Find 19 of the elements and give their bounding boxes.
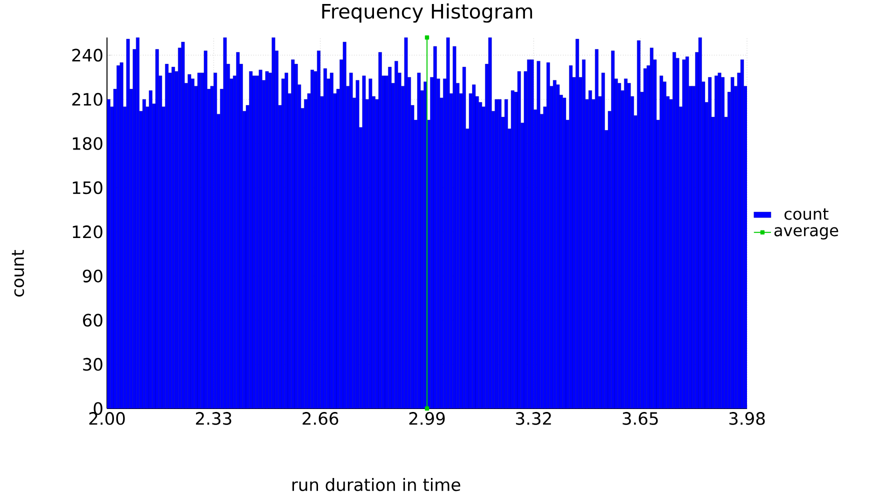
x-tick-label: 2.99 (409, 412, 445, 426)
y-axis-title: count (12, 250, 24, 297)
y-tick-label: 120 (72, 226, 102, 239)
y-tick-label: 30 (83, 358, 102, 372)
x-tick-label: 3.32 (516, 412, 551, 426)
legend-label: average (774, 227, 838, 240)
x-tick-label: 3.65 (622, 412, 658, 426)
y-tick-label: 60 (83, 314, 102, 327)
y-tick-label: 210 (72, 93, 102, 106)
y-tick-label: 90 (82, 270, 102, 283)
x-tick-label: 2.66 (302, 412, 338, 426)
x-tick-label: 2.33 (196, 412, 232, 426)
x-tick-label: 3.98 (729, 412, 765, 426)
x-axis-title: run duration in time (292, 478, 460, 492)
y-tick-label: 150 (72, 181, 102, 194)
chart-title: Frequency Histogram (322, 4, 532, 23)
y-tick-label: 180 (72, 137, 102, 150)
legend-label: count (784, 208, 828, 220)
y-tick-label: 240 (72, 48, 102, 62)
